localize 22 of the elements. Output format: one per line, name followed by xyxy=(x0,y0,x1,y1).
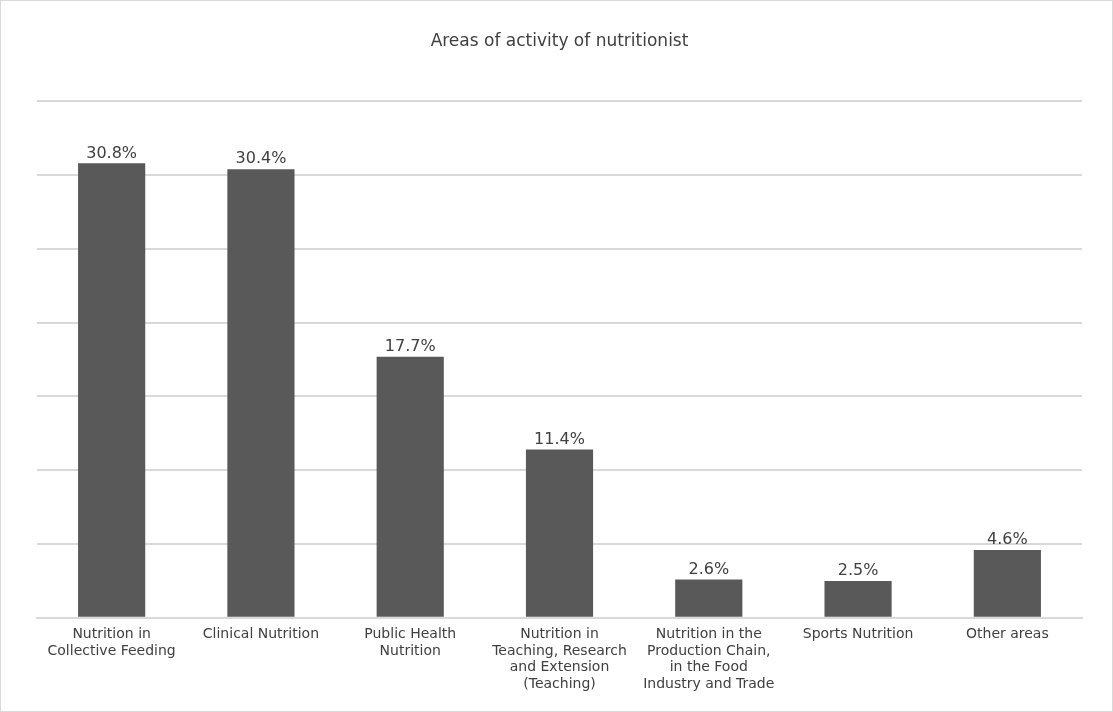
data-label: 2.5% xyxy=(837,560,879,580)
x-tick-label: Nutrition in the Production Chain, in the Food Industry and Trade xyxy=(643,624,775,692)
chart-title: Areas of activity of nutritionist xyxy=(430,29,689,50)
data-label: 30.4% xyxy=(235,148,287,168)
bar xyxy=(78,163,146,617)
x-tick-label: Clinical Nutrition xyxy=(202,624,320,641)
x-tick-label: Sports Nutrition xyxy=(802,624,914,641)
data-label: 30.8% xyxy=(86,142,138,162)
bar xyxy=(675,579,743,617)
bar xyxy=(227,169,295,617)
data-label: 4.6% xyxy=(987,529,1028,549)
x-tick-label: Public Health Nutrition xyxy=(364,624,457,658)
data-label: 17.7% xyxy=(384,335,436,355)
x-tick-label: Other areas xyxy=(966,624,1049,641)
data-label: 2.6% xyxy=(688,558,730,578)
bar xyxy=(525,449,594,617)
data-label: 11.4% xyxy=(534,428,585,448)
bar xyxy=(824,580,892,617)
bar xyxy=(376,356,444,617)
x-tick-label: Nutrition in Collective Feeding xyxy=(47,624,176,658)
x-tick-label: Nutrition in Teaching, Research and Extension (Teaching) xyxy=(491,624,627,692)
bar xyxy=(973,549,1041,617)
